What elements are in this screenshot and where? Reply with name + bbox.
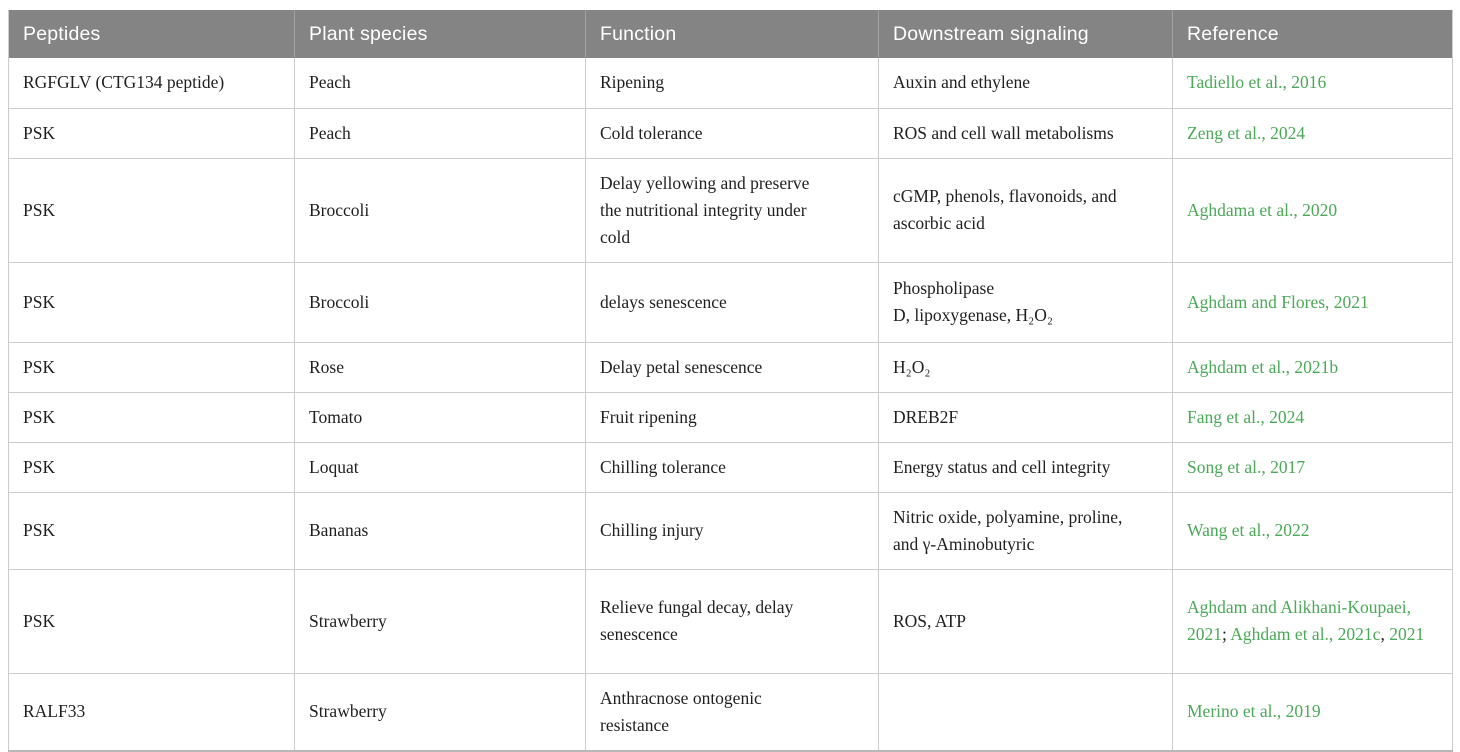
cell-downstream-signaling: H₂O₂ — [878, 342, 1173, 393]
cell-plant-species: Strawberry — [294, 569, 586, 674]
cell-peptides: PSK — [8, 108, 295, 159]
column-header-reference: Reference — [1172, 10, 1453, 58]
cell-peptides: PSK — [8, 158, 295, 263]
column-header-peptides: Peptides — [8, 10, 295, 58]
cell-function: Cold tolerance — [585, 108, 879, 159]
cell-peptides: PSK — [8, 342, 295, 393]
cell-downstream-signaling: Energy status and cell integrity — [878, 442, 1173, 493]
cell-reference: Song et al., 2017 — [1172, 442, 1453, 493]
table-row: PSK Tomato Fruit ripening DREB2F Fang et… — [8, 392, 1453, 443]
cell-function: delays senescence — [585, 262, 879, 343]
reference-link[interactable]: Merino et al., 2019 — [1187, 701, 1321, 721]
reference-link[interactable]: Tadiello et al., 2016 — [1187, 72, 1327, 93]
reference-link[interactable]: 2021 — [1389, 624, 1425, 644]
reference-separator: ; — [1222, 624, 1231, 644]
column-header-function: Function — [585, 10, 879, 58]
cell-function: Delay petal senescence — [585, 342, 879, 393]
reference-link[interactable]: Fang et al., 2024 — [1187, 406, 1305, 427]
table-row: RALF33 Strawberry Anthracnose ontogenic … — [8, 673, 1453, 751]
cell-reference: Fang et al., 2024 — [1172, 392, 1453, 443]
table-header-row: Peptides Plant species Function Downstre… — [8, 10, 1453, 58]
cell-plant-species: Broccoli — [294, 158, 586, 263]
cell-plant-species: Rose — [294, 342, 586, 393]
cell-function: Chilling injury — [585, 492, 879, 570]
cell-plant-species: Bananas — [294, 492, 586, 570]
cell-peptides: RALF33 — [8, 673, 295, 751]
cell-peptides: PSK — [8, 392, 295, 443]
cell-reference: Merino et al., 2019 — [1173, 673, 1453, 751]
table-row: PSK Rose Delay petal senescence H₂O₂ Agh… — [8, 342, 1453, 393]
cell-plant-species: Loquat — [294, 442, 586, 493]
column-header-downstream-signaling: Downstream signaling — [878, 10, 1173, 58]
cell-peptides: PSK — [8, 492, 295, 570]
reference-separator: , — [1380, 624, 1390, 644]
cell-function: Relieve fungal decay, delay senescence — [585, 569, 879, 674]
reference-link[interactable]: Aghdam and Alikhani-Koupaei, 2021 — [1187, 597, 1412, 644]
table-body: RGFGLV (CTG134 peptide) Peach Ripening A… — [8, 58, 1453, 751]
cell-function: Fruit ripening — [585, 392, 879, 443]
cell-plant-species: Peach — [294, 108, 586, 159]
cell-function: Anthracnose ontogenic resistance — [585, 673, 879, 751]
cell-downstream-signaling: Phospholipase D, lipoxygenase, H₂O₂ — [878, 262, 1173, 343]
cell-plant-species: Broccoli — [294, 262, 586, 343]
reference-link[interactable]: Zeng et al., 2024 — [1187, 122, 1306, 143]
cell-function: Delay yellowing and preserve the nutriti… — [585, 158, 879, 263]
reference-link[interactable]: Aghdam and Flores, 2021 — [1187, 291, 1369, 312]
table-row: PSK Loquat Chilling tolerance Energy sta… — [8, 442, 1453, 493]
cell-reference: Zeng et al., 2024 — [1172, 108, 1453, 159]
cell-peptides: PSK — [8, 262, 295, 343]
table-row: PSK Peach Cold tolerance ROS and cell wa… — [8, 108, 1453, 159]
cell-downstream-signaling: Auxin and ethylene — [878, 58, 1173, 109]
cell-function: Ripening — [585, 58, 879, 109]
cell-downstream-signaling: Nitric oxide, polyamine, proline, and γ-… — [878, 492, 1173, 570]
cell-downstream-signaling: DREB2F — [878, 392, 1173, 443]
table-row: RGFGLV (CTG134 peptide) Peach Ripening A… — [8, 58, 1453, 109]
cell-peptides: RGFGLV (CTG134 peptide) — [8, 58, 295, 109]
reference-link[interactable]: Aghdam et al., 2021c — [1230, 624, 1381, 644]
reference-link[interactable]: Aghdam et al., 2021b — [1187, 356, 1339, 377]
reference-link[interactable]: Aghdama et al., 2020 — [1187, 199, 1338, 220]
cell-reference: Aghdam et al., 2021b — [1172, 342, 1453, 393]
cell-downstream-signaling: ROS and cell wall metabolisms — [878, 108, 1173, 159]
cell-downstream-signaling — [878, 673, 1173, 751]
cell-downstream-signaling: cGMP, phenols, flavonoids, and ascorbic … — [878, 158, 1173, 263]
cell-reference: Aghdama et al., 2020 — [1172, 158, 1453, 263]
cell-peptides: PSK — [8, 442, 295, 493]
cell-peptides: PSK — [8, 569, 295, 674]
table-row: PSK Broccoli delays senescence Phospholi… — [8, 262, 1453, 343]
column-header-plant-species: Plant species — [294, 10, 586, 58]
cell-plant-species: Peach — [294, 58, 586, 109]
reference-link[interactable]: Wang et al., 2022 — [1187, 520, 1310, 540]
cell-plant-species: Strawberry — [294, 673, 586, 751]
cell-plant-species: Tomato — [294, 392, 586, 443]
cell-reference: Aghdam and Alikhani-Koupaei, 2021; Aghda… — [1172, 569, 1453, 674]
cell-reference: Wang et al., 2022 — [1172, 492, 1453, 570]
table-row: PSK Strawberry Relieve fungal decay, del… — [8, 569, 1453, 674]
cell-reference: Tadiello et al., 2016 — [1172, 58, 1453, 109]
cell-function: Chilling tolerance — [585, 442, 879, 493]
cell-downstream-signaling: ROS, ATP — [878, 569, 1173, 674]
reference-link[interactable]: Song et al., 2017 — [1187, 456, 1306, 477]
cell-reference: Aghdam and Flores, 2021 — [1172, 262, 1453, 343]
table-row: PSK Bananas Chilling injury Nitric oxide… — [8, 492, 1453, 570]
table-row: PSK Broccoli Delay yellowing and preserv… — [8, 158, 1453, 263]
peptides-table: Peptides Plant species Function Downstre… — [8, 10, 1453, 752]
